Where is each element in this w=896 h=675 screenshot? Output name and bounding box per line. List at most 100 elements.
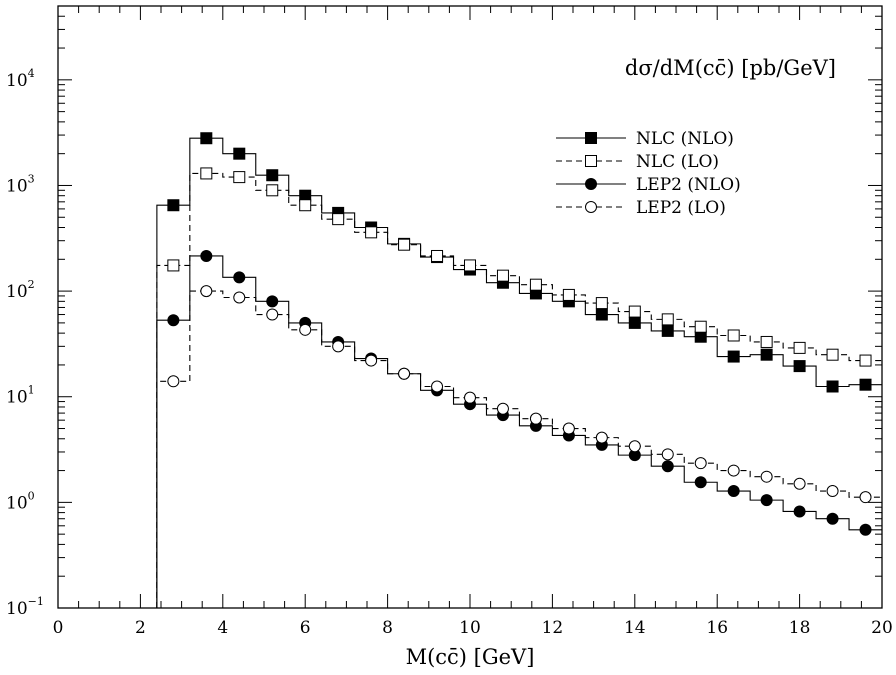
legend-item: LEP2 (LO): [556, 198, 726, 218]
data-point: [727, 329, 740, 342]
series-line: [156, 137, 882, 608]
x-tick-label: 4: [217, 618, 228, 638]
data-point: [365, 354, 378, 367]
data-point: [464, 259, 476, 272]
axis-ticks: [57, 5, 883, 609]
data-point: [694, 457, 707, 470]
data-point: [496, 269, 509, 282]
data-point: [694, 320, 707, 333]
data-point: [793, 477, 806, 490]
data-point: [266, 169, 279, 182]
x-tick-label: 14: [624, 618, 646, 638]
legend-item: NLC (LO): [556, 152, 719, 172]
data-point: [859, 491, 872, 504]
x-tick-label: 16: [706, 618, 728, 638]
data-point: [562, 422, 575, 435]
x-tick-label: 12: [542, 618, 564, 638]
data-point: [760, 348, 773, 361]
legend-marker: [585, 201, 597, 213]
chart-title: dσ/dM(cc̄) [pb/GeV]: [625, 56, 836, 80]
data-point: [332, 340, 345, 353]
data-point: [859, 378, 872, 391]
data-point: [233, 171, 246, 184]
data-point: [694, 330, 707, 343]
data-point: [661, 313, 674, 326]
data-point: [595, 431, 608, 444]
data-point: [562, 288, 575, 301]
y-tick-label: 104: [6, 67, 35, 91]
data-point: [760, 335, 773, 348]
y-tick-label: 100: [6, 489, 35, 513]
x-tick-label: 6: [300, 618, 311, 638]
series-2: [156, 249, 882, 608]
data-point: [332, 213, 345, 226]
x-tick-label: 8: [382, 618, 393, 638]
data-point: [595, 297, 608, 310]
data-point: [167, 199, 180, 212]
data-point: [628, 305, 641, 318]
data-point: [793, 505, 806, 518]
data-point: [793, 360, 806, 373]
series-line: [156, 290, 882, 608]
data-point: [661, 324, 674, 337]
legend-label: NLC (LO): [636, 152, 719, 172]
data-point: [200, 132, 213, 145]
legend-label: LEP2 (LO): [636, 198, 726, 218]
legend-label: LEP2 (NLO): [636, 175, 741, 195]
x-axis-title: M(cc̄) [GeV]: [406, 645, 535, 669]
data-point: [661, 460, 674, 473]
legend-item: NLC (NLO): [556, 129, 734, 149]
series-1: [156, 167, 882, 608]
legend-label: NLC (NLO): [636, 129, 734, 149]
tick-labels: 0 2 4 6 8 10 12 14 16 18 20 10−1 100 101 102 103 104: [6, 67, 893, 638]
data-point: [167, 375, 180, 388]
data-point: [266, 295, 279, 308]
data-point: [826, 485, 839, 498]
data-point: [398, 367, 411, 380]
x-tick-label: 18: [789, 618, 811, 638]
data-point: [299, 199, 312, 212]
data-point: [727, 350, 740, 363]
plot-frame: [57, 5, 883, 609]
legend-marker: [585, 132, 597, 144]
series-0: [156, 132, 882, 608]
data-point: [859, 523, 872, 536]
data-point: [266, 308, 279, 321]
x-tick-label: 10: [459, 618, 481, 638]
data-point: [595, 308, 608, 321]
data-point: [694, 476, 707, 489]
series-3: [156, 285, 882, 608]
data-point: [431, 380, 444, 393]
data-point: [793, 341, 806, 354]
y-tick-label: 101: [6, 384, 35, 408]
data-point: [365, 226, 378, 239]
data-point: [628, 449, 641, 462]
data-point: [200, 285, 213, 298]
data-point: [727, 485, 740, 498]
series-line: [156, 255, 882, 608]
data-point: [760, 470, 773, 483]
data-point: [826, 380, 839, 393]
data-point: [233, 147, 246, 160]
data-point: [464, 391, 476, 404]
data-point: [529, 278, 542, 291]
data-point: [628, 316, 641, 329]
data-point: [496, 402, 509, 415]
data-point: [200, 167, 213, 180]
data-point: [661, 448, 674, 461]
data-point: [760, 494, 773, 507]
legend: NLC (NLO) NLC (LO) LEP2 (NLO) LEP2 (LO): [556, 129, 741, 218]
legend-marker: [585, 178, 597, 190]
x-tick-label: 20: [871, 618, 893, 638]
legend-marker: [585, 155, 597, 167]
legend-item: LEP2 (NLO): [556, 175, 741, 195]
data-point: [233, 291, 246, 304]
data-point: [299, 189, 312, 202]
data-point: [233, 271, 246, 284]
x-tick-label: 2: [135, 618, 146, 638]
data-point: [299, 323, 312, 336]
data-point: [826, 512, 839, 525]
data-point: [859, 354, 872, 367]
series-line: [156, 172, 882, 608]
